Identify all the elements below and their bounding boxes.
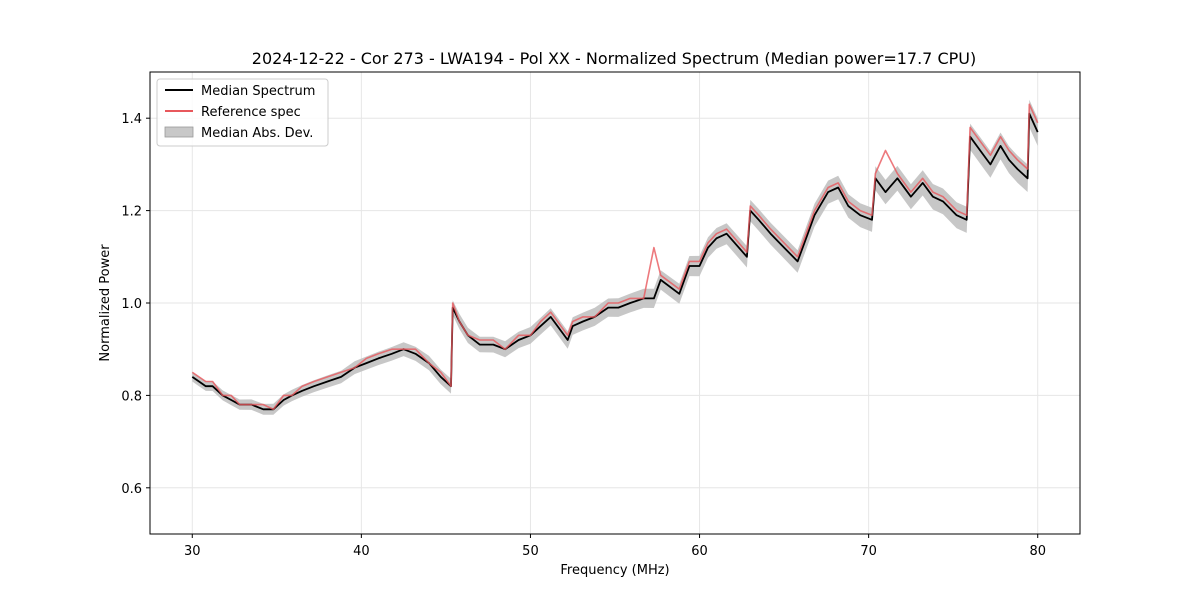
chart-title: 2024-12-22 - Cor 273 - LWA194 - Pol XX -…	[252, 49, 976, 68]
series-lines	[191, 103, 1039, 411]
reference-spec-line	[191, 103, 1039, 411]
x-tick-label: 50	[522, 544, 539, 559]
x-tick-label: 60	[691, 544, 708, 559]
legend-swatch-mad	[164, 126, 194, 138]
y-tick-label: 0.6	[121, 482, 142, 497]
x-tick-label: 40	[353, 544, 370, 559]
y-tick-label: 1.4	[121, 112, 142, 127]
y-axis-label: Normalized Power	[98, 244, 113, 362]
x-tick-label: 70	[860, 544, 877, 559]
y-tick-label: 1.0	[121, 297, 142, 312]
legend: Median Spectrum Reference spec Median Ab…	[156, 78, 329, 147]
y-tick-label: 1.2	[121, 205, 142, 220]
median-spectrum-line	[191, 112, 1039, 411]
mad-band-group	[192, 99, 1038, 415]
x-tick-label: 80	[1029, 544, 1046, 559]
x-tick-label: 30	[184, 544, 201, 559]
legend-label-mad: Median Abs. Dev.	[201, 126, 313, 141]
y-axis: 0.6 0.8 1.0 1.2 1.4	[121, 112, 150, 497]
y-tick-label: 0.8	[121, 389, 142, 404]
x-axis: 30 40 50 60 70 80	[184, 534, 1046, 559]
legend-label-reference: Reference spec	[201, 105, 301, 120]
legend-box	[156, 78, 329, 147]
mad-band	[192, 99, 1038, 415]
legend-label-median: Median Spectrum	[201, 84, 315, 99]
x-axis-label: Frequency (MHz)	[560, 563, 669, 578]
